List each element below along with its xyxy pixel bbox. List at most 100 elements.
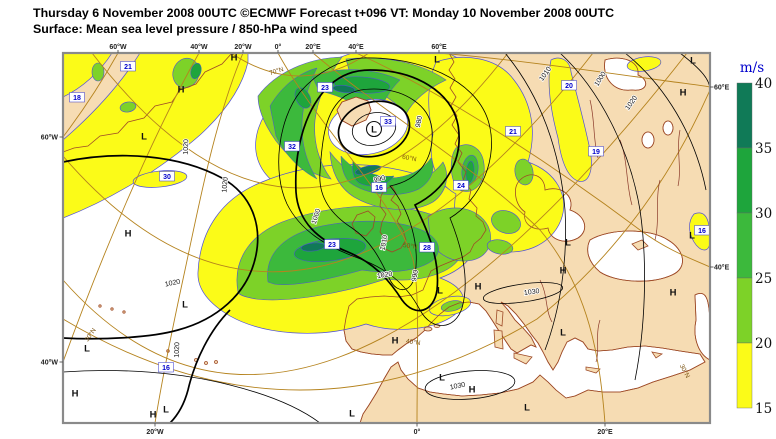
graticule-label: 50°N [403,241,419,251]
axis-label-top: 40°E [348,43,364,51]
graticule-label: 60°N [401,153,417,163]
wind-speed-label: 19 [592,149,600,156]
low-pressure-marker: L [84,344,90,355]
isobar-label: 1010 [379,234,389,251]
low-pressure-marker: L [141,132,147,143]
low-pressure-marker: L [182,300,188,311]
axis-label-top: 60°E [431,43,447,51]
map-frame [61,51,712,425]
low-pressure-marker: L [524,403,530,414]
high-pressure-marker: H [392,336,399,347]
axis-label-top: 40°W [190,43,208,51]
high-pressure-marker: H [680,88,687,99]
axis-label-right: 60°E [714,84,730,92]
wind-speed-label-box [380,116,396,127]
legend-band [736,212,753,279]
wind-speed-label-box [505,126,521,137]
low-pressure-marker: L [560,328,566,339]
wind-speed-label: 21 [124,64,132,71]
axis-label-bottom: 20°W [146,428,164,436]
wind-speed-label-box [419,242,435,253]
wind-speed-label: 16 [375,185,383,192]
legend-tick-label: 40 [755,76,772,92]
low-pressure-marker: L [437,286,443,297]
graticule-label: 40°N [406,337,422,347]
legend-tick-label: 35 [755,141,772,157]
low-pressure-marker: L [565,238,571,249]
isobar-label: 1020 [174,342,182,358]
low-pressure-marker: L [349,409,355,420]
high-pressure-marker: H [469,385,476,396]
legend-tick-label: 15 [755,401,772,417]
small-islands [98,239,664,374]
low-pressure-marker: L [690,56,696,67]
isobar-label: 990 [411,269,420,282]
isobar-label: 1020 [221,177,229,193]
map-layers: 70°N60°N50°N40°N30°N30°N 980990990100010… [63,53,710,423]
wind-speed-label: 23 [328,242,336,249]
wind-speed-label-box [324,239,340,250]
legend-band [736,277,753,344]
wind-speed-legend: m/s40 35 30 25 20 15 [736,60,772,417]
wind-speed-label-box [120,61,136,72]
legend-tick-label: 25 [755,271,772,287]
wind-speed-label: 24 [457,183,465,190]
axis-label-bottom: 0° [414,428,421,436]
isobar-label: 1020 [376,271,393,281]
axis-label-left: 60°W [41,134,59,142]
wind-speed-label: 32 [288,144,296,151]
isobar-label: 1020 [183,139,191,155]
wind-speed-labels: 18 21 23 30 32 33 16 23 28 24 21 20 19 16 16 [69,61,710,373]
wind-speed-label: 23 [321,85,329,92]
chart-title-line1: Thursday 6 November 2008 00UTC ©ECMWF Fo… [33,6,615,20]
wind-speed-label-box [69,92,85,103]
chart-title-line2: Surface: Mean sea level pressure / 850-h… [33,22,358,36]
legend-tick-label: 20 [755,336,772,352]
high-pressure-marker: H [475,282,482,293]
wind-speed-label: 30 [163,174,171,181]
wind-speed-label-box [284,141,300,152]
low-pressure-marker: L [689,231,695,242]
wind-speed-label: 16 [162,365,170,372]
low-center-circle [365,120,383,138]
wind-speed-label-box [159,171,175,182]
axis-label-top: 0° [275,43,282,51]
legend-band [736,82,753,149]
graticule [63,53,710,423]
high-pressure-marker: H [178,85,185,96]
wind-speed-label-box [317,82,333,93]
low-pressure-marker: L [163,405,169,416]
axis-label-left: 40°W [41,359,59,367]
axis-labels: 60°W 40°W 20°W 0° 20°E 40°E 60°E 20°W 0° 20°E 60°W… [41,43,730,436]
wind-speed-label: 33 [384,119,392,126]
wind-speed-label: 18 [73,95,81,102]
legend-band [736,342,753,409]
low-pressure-marker: L [434,55,440,66]
legend-units-label: m/s [740,60,764,76]
high-pressure-marker: H [231,53,238,64]
isobar-label: 1030 [524,288,541,297]
axis-label-top: 20°W [234,43,252,51]
isobar-label: 1020 [164,278,181,288]
wind-speed-label: 28 [423,245,431,252]
isobar-label: 980 [415,115,424,128]
legend-tick-label: 30 [755,206,772,222]
wind-speed-label: 21 [509,129,517,136]
high-pressure-marker: H [72,389,79,400]
high-pressure-marker: H [560,266,567,277]
wind-speed-label-box [158,362,174,373]
high-pressure-marker: H [150,410,157,421]
isobar-label: 990 [373,175,386,185]
legend-band [736,147,753,214]
wind-speed-label-box [588,146,604,157]
axis-label-right: 40°E [714,264,730,272]
high-pressure-marker: H [125,229,132,240]
low-pressure-marker: L [371,125,377,136]
wind-speed-label-box [371,182,387,193]
wind-speed-label-box [561,80,577,91]
isobar-label: 1030 [449,381,466,391]
wind-speed-label: 16 [698,228,706,235]
